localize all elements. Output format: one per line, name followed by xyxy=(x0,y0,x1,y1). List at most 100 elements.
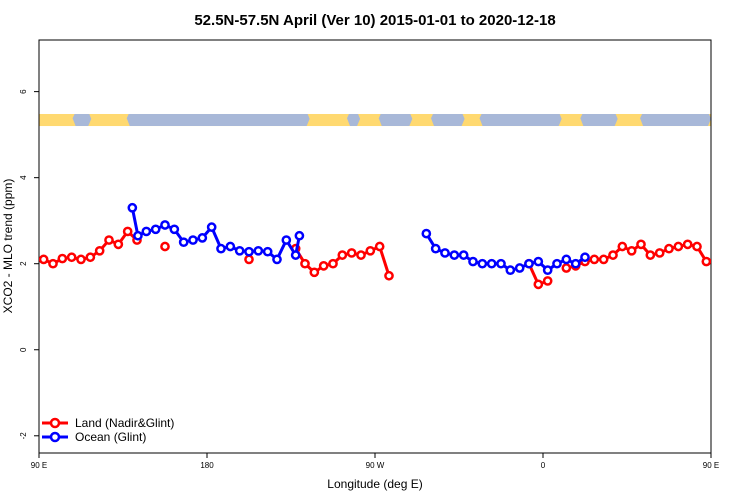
data-point xyxy=(626,245,637,256)
data-point xyxy=(104,235,114,245)
y-tick-label: 2 xyxy=(19,261,28,266)
data-point xyxy=(673,241,684,252)
data-point xyxy=(617,241,628,252)
data-point xyxy=(294,230,305,241)
data-point xyxy=(253,245,264,256)
map-ocean-region xyxy=(479,113,562,127)
data-point xyxy=(692,241,702,252)
data-point xyxy=(731,255,738,262)
x-axis: 90 E 180 90 W 0 90 E xyxy=(31,453,719,470)
data-point xyxy=(514,263,525,273)
data-point xyxy=(561,254,572,265)
data-point xyxy=(589,254,600,265)
data-point xyxy=(654,248,665,258)
x-tick-label: 0 xyxy=(541,461,546,470)
data-point xyxy=(225,241,236,252)
data-point xyxy=(356,250,366,260)
data-point xyxy=(477,258,488,269)
data-point xyxy=(122,226,133,237)
data-point xyxy=(682,239,693,250)
data-point xyxy=(468,256,478,267)
data-point xyxy=(636,239,646,250)
data-point xyxy=(421,228,432,239)
data-point xyxy=(178,237,189,248)
data-point xyxy=(85,252,96,263)
data-point xyxy=(542,265,553,276)
data-point xyxy=(113,239,124,250)
data-point xyxy=(458,250,469,260)
y-tick-label: -2 xyxy=(19,432,28,440)
data-point xyxy=(169,224,180,235)
data-point xyxy=(150,224,161,235)
data-point xyxy=(524,258,534,269)
data-point xyxy=(645,250,656,260)
map-ocean-region xyxy=(715,114,721,126)
legend-label: Ocean (Glint) xyxy=(75,430,146,444)
data-point xyxy=(533,279,544,290)
data-point xyxy=(318,261,329,271)
legend: Land (Nadir&Glint)Ocean (Glint) xyxy=(42,416,174,444)
y-tick-label: 6 xyxy=(19,89,28,94)
data-point xyxy=(505,265,516,276)
data-point xyxy=(561,263,572,273)
data-point xyxy=(160,220,170,230)
data-point xyxy=(365,245,376,256)
data-point xyxy=(76,254,86,265)
ocean-series xyxy=(127,202,590,276)
x-tick-label: 90 E xyxy=(31,461,47,470)
legend-marker xyxy=(49,417,61,429)
y-axis: -2 0 2 4 6 xyxy=(19,89,39,440)
y-tick-label: 4 xyxy=(19,175,28,180)
data-point xyxy=(374,241,385,252)
map-ocean-region xyxy=(640,113,711,127)
data-point xyxy=(127,202,138,213)
data-point xyxy=(48,258,58,269)
data-point xyxy=(309,267,320,278)
data-point xyxy=(552,258,562,269)
data-point xyxy=(160,241,170,252)
x-tick-label: 90 E xyxy=(703,461,719,470)
data-point xyxy=(440,248,450,258)
data-point xyxy=(300,258,310,269)
data-point xyxy=(430,243,441,254)
chart-title: 52.5N-57.5N April (Ver 10) 2015-01-01 to… xyxy=(194,12,555,29)
data-point xyxy=(346,248,357,258)
data-point xyxy=(740,254,747,261)
data-point xyxy=(570,258,581,269)
data-point xyxy=(290,250,301,260)
map-ocean-region xyxy=(580,113,618,127)
map-ocean-region xyxy=(72,113,92,127)
data-point xyxy=(57,253,68,264)
legend-label: Land (Nadir&Glint) xyxy=(75,416,174,430)
data-point xyxy=(608,250,618,260)
data-point xyxy=(206,222,217,232)
data-point xyxy=(94,245,105,256)
data-point xyxy=(710,258,711,261)
data-point xyxy=(701,256,711,267)
data-point xyxy=(542,276,553,286)
data-point xyxy=(664,243,674,254)
x-tick-label: 180 xyxy=(200,461,214,470)
data-point xyxy=(533,256,544,267)
map-ocean-region xyxy=(378,113,413,127)
land-series xyxy=(39,226,747,290)
data-point xyxy=(281,235,292,245)
y-tick-label: 0 xyxy=(19,347,28,352)
data-point xyxy=(188,235,198,245)
world-map-strip xyxy=(39,113,721,127)
data-point xyxy=(384,270,394,281)
map-ocean-region xyxy=(431,113,465,127)
legend-marker xyxy=(49,431,61,443)
data-point xyxy=(244,254,254,265)
data-point xyxy=(141,226,152,237)
data-point xyxy=(133,230,143,241)
data-point xyxy=(216,243,226,254)
data-point xyxy=(598,254,609,265)
data-point xyxy=(234,245,245,256)
data-point xyxy=(262,246,273,257)
x-tick-label: 90 W xyxy=(366,461,385,470)
map-ocean-region xyxy=(347,113,361,127)
data-point xyxy=(496,258,506,269)
data-point xyxy=(272,254,282,265)
